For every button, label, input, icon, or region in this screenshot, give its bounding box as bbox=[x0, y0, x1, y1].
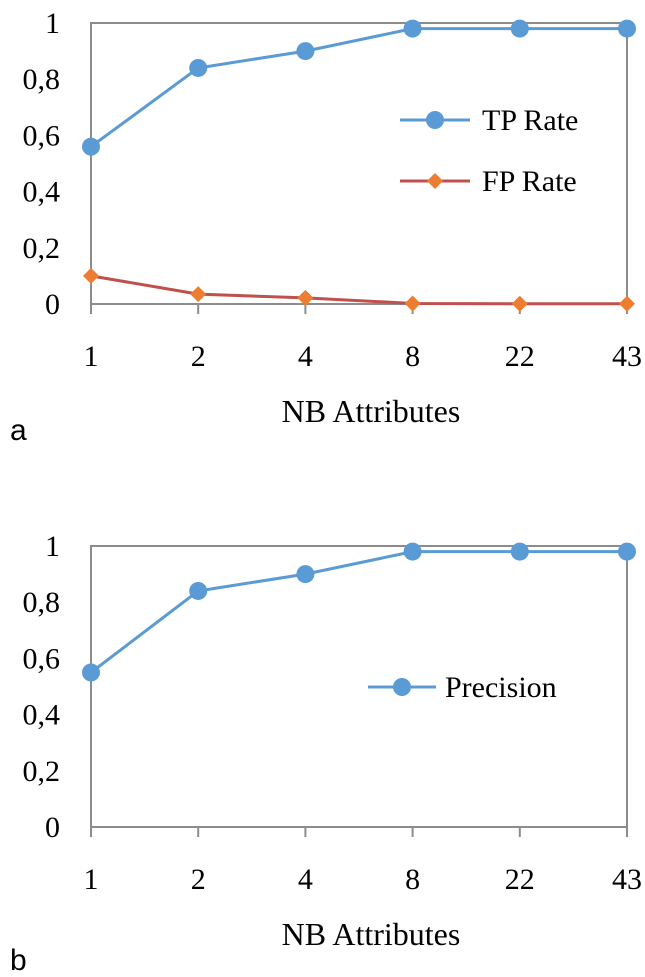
data-point bbox=[618, 19, 636, 38]
legend-marker bbox=[427, 173, 443, 189]
x-axis-title: NB Attributes bbox=[282, 916, 461, 952]
x-tick-label: 4 bbox=[298, 340, 313, 373]
series-fp-rate bbox=[83, 267, 635, 312]
legend-entry: TP Rate bbox=[400, 104, 578, 137]
y-tick-label: 0,2 bbox=[23, 755, 61, 788]
legend-label: Precision bbox=[445, 671, 557, 704]
series-precision bbox=[82, 542, 636, 682]
y-tick-label: 0,2 bbox=[23, 232, 61, 265]
data-point bbox=[82, 663, 100, 682]
series-tp-rate bbox=[82, 19, 636, 156]
x-tick-label: 22 bbox=[505, 863, 535, 896]
data-point bbox=[297, 289, 314, 306]
data-point bbox=[403, 19, 422, 38]
legend-label: FP Rate bbox=[482, 165, 577, 198]
data-point bbox=[296, 42, 315, 61]
data-point bbox=[404, 295, 421, 312]
x-tick-label: 8 bbox=[405, 863, 420, 896]
chart-panel-b: 0 0,2 0,4 0,6 0,8 1 1 2 4 8 22 43 NB Attributes b Prec… bbox=[10, 530, 642, 977]
x-tick-label: 4 bbox=[298, 863, 313, 896]
panel-letter: a bbox=[10, 414, 27, 447]
y-tick-label: 1 bbox=[45, 7, 60, 40]
data-point bbox=[189, 581, 208, 600]
plot-area-border bbox=[90, 545, 628, 828]
x-tick-label: 1 bbox=[84, 863, 99, 896]
plot-area-border bbox=[90, 22, 628, 305]
legend-entry: Precision bbox=[368, 671, 557, 704]
data-point bbox=[510, 19, 529, 38]
data-point bbox=[510, 542, 529, 561]
x-tick-label: 2 bbox=[191, 340, 206, 373]
x-tick-label: 8 bbox=[405, 340, 420, 373]
data-point bbox=[511, 295, 528, 312]
data-point bbox=[618, 542, 636, 561]
data-point bbox=[189, 58, 208, 77]
x-tick-label: 43 bbox=[612, 340, 642, 373]
legend-marker bbox=[426, 111, 444, 129]
series-line bbox=[90, 27, 627, 148]
x-tick-label: 2 bbox=[191, 863, 206, 896]
y-tick-label: 0,8 bbox=[23, 586, 61, 619]
data-point bbox=[296, 565, 315, 584]
y-tick-label: 0 bbox=[45, 288, 60, 321]
y-tick-label: 0 bbox=[45, 811, 60, 844]
series-line bbox=[90, 274, 627, 306]
x-tick-label: 1 bbox=[84, 340, 99, 373]
y-tick-label: 1 bbox=[45, 530, 60, 563]
series-line bbox=[90, 550, 627, 674]
x-tick-label: 43 bbox=[612, 863, 642, 896]
legend-marker bbox=[393, 678, 411, 696]
x-axis-title: NB Attributes bbox=[282, 393, 461, 429]
chart-panel-a: 0 0,2 0,4 0,6 0,8 1 1 2 4 8 22 43 NB Attributes a TP R… bbox=[10, 7, 642, 447]
data-point bbox=[190, 286, 207, 303]
y-tick-label: 0,6 bbox=[23, 642, 61, 675]
x-tick-label: 22 bbox=[505, 340, 535, 373]
panel-letter: b bbox=[10, 944, 27, 977]
data-point bbox=[82, 137, 100, 156]
legend-label: TP Rate bbox=[482, 104, 578, 137]
legend-entry: FP Rate bbox=[400, 165, 577, 198]
data-point bbox=[619, 295, 635, 312]
data-point bbox=[403, 542, 422, 561]
y-tick-label: 0,8 bbox=[23, 63, 61, 96]
y-tick-label: 0,4 bbox=[23, 699, 61, 732]
data-point bbox=[83, 267, 99, 284]
y-tick-label: 0,4 bbox=[23, 176, 61, 209]
y-tick-label: 0,6 bbox=[23, 119, 61, 152]
